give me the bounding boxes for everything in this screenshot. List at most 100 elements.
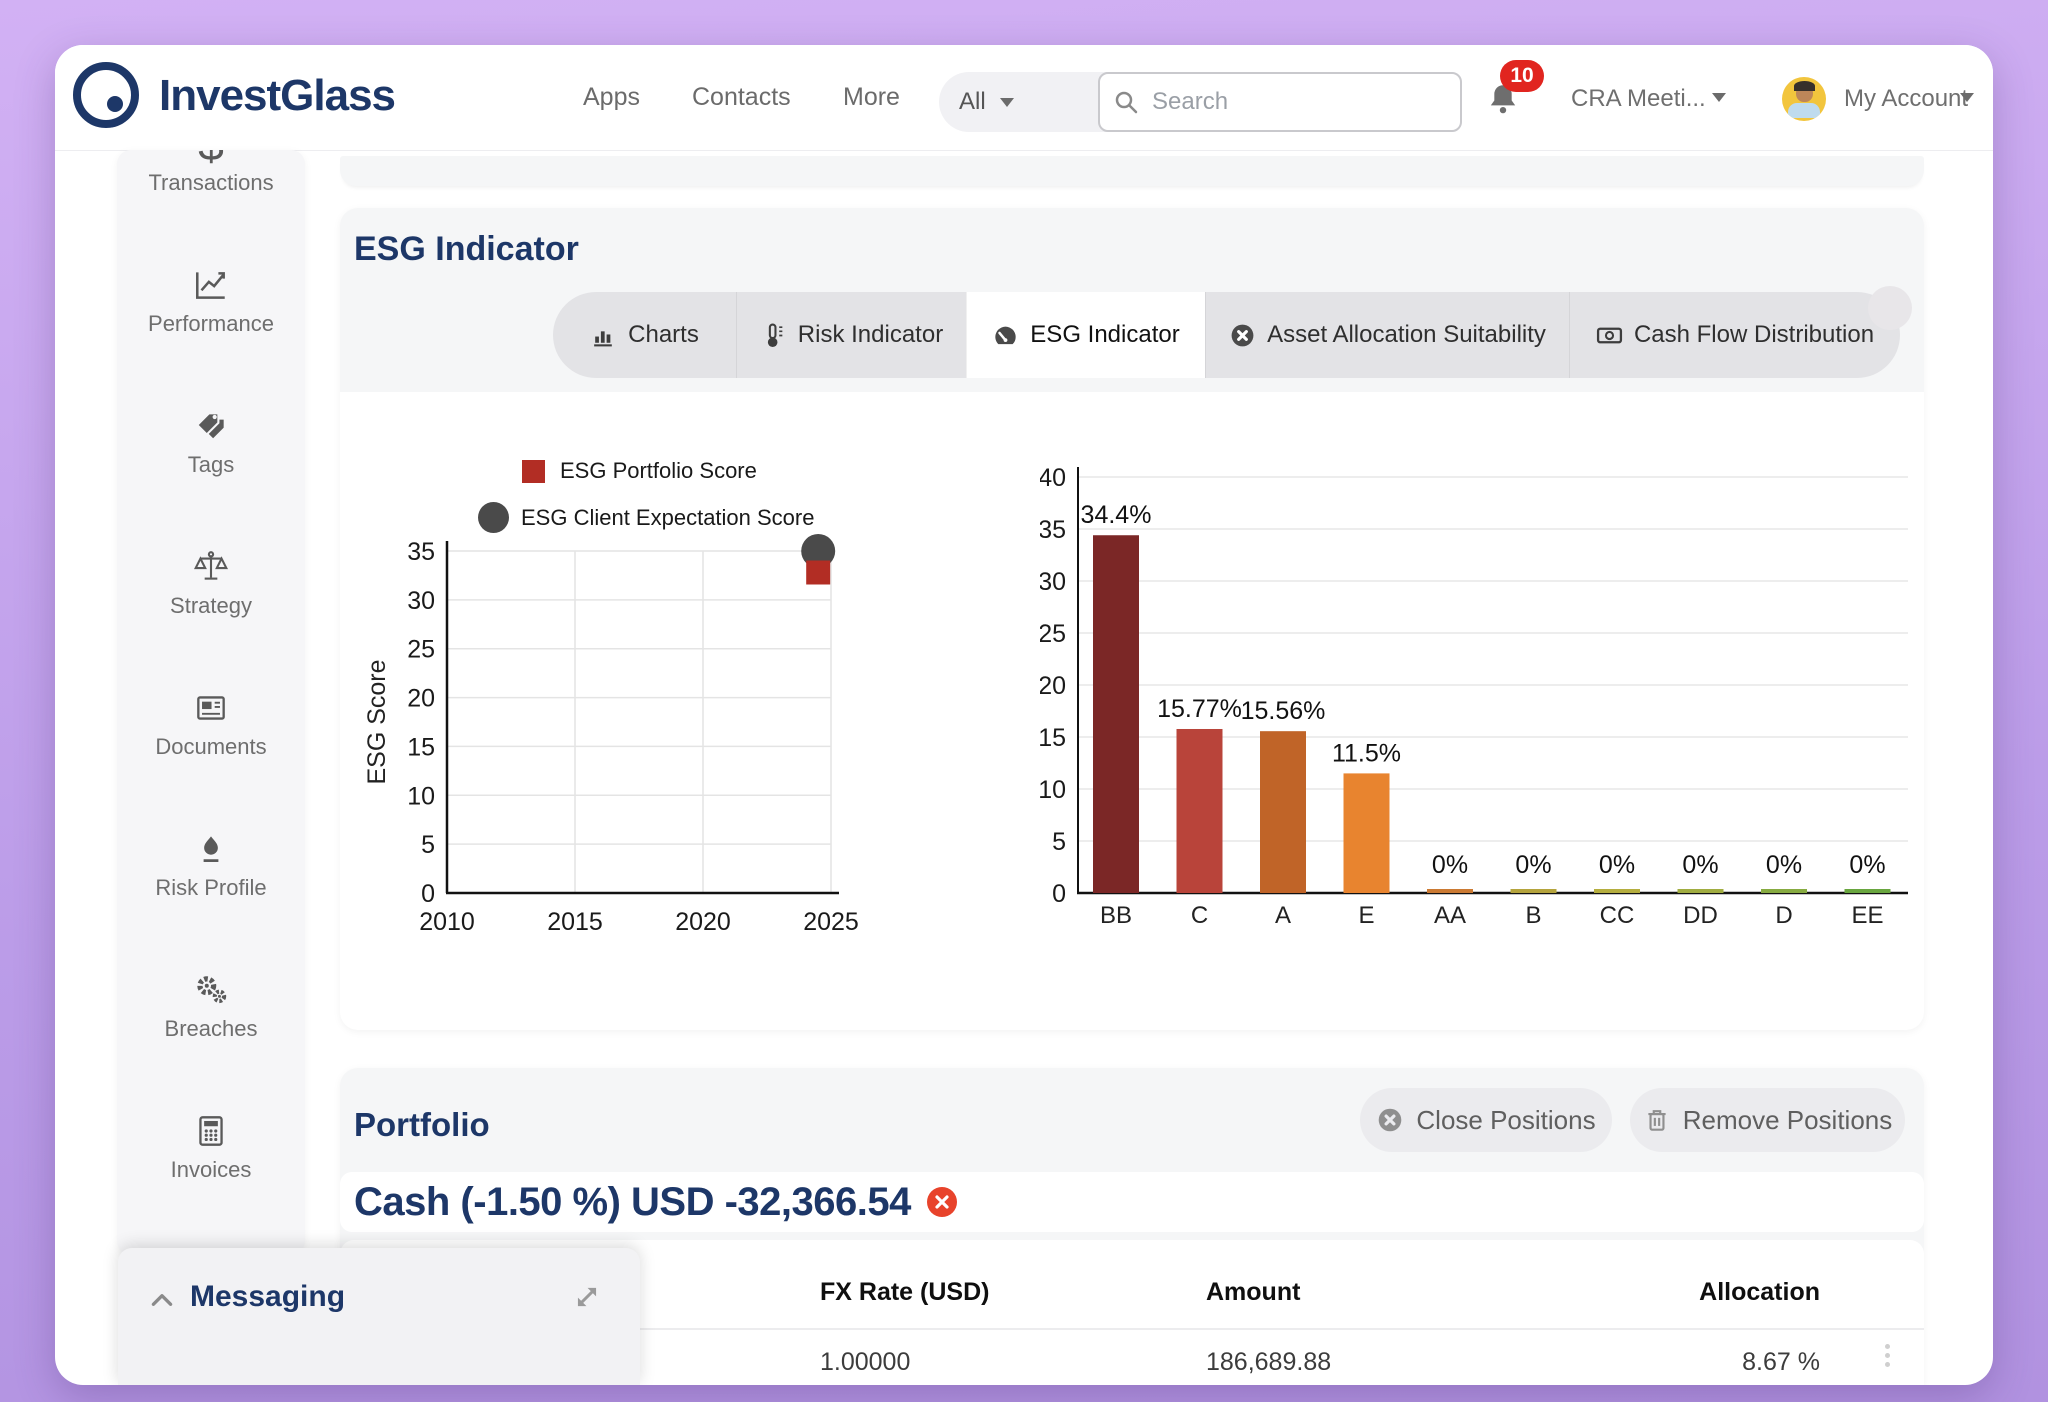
portfolio-title: Portfolio [354,1106,490,1143]
col-header-fx-rate: FX Rate (USD) [820,1278,990,1306]
cell-allocation: 8.67 % [1742,1348,1820,1376]
svg-text:35: 35 [407,538,435,566]
svg-text:20: 20 [1040,672,1066,700]
svg-text:11.5%: 11.5% [1332,739,1401,767]
search-scope-label: All [959,88,986,115]
svg-text:10: 10 [407,782,435,810]
svg-text:E: E [1358,902,1374,929]
tab-risk-indicator[interactable]: Risk Indicator [736,292,966,378]
svg-text:20: 20 [407,685,435,713]
app-window: InvestGlass Apps Contacts More All 10 CR… [55,45,1993,1385]
chart-tabs: Charts Risk Indicator ESG Indicator [553,292,1900,378]
svg-text:0%: 0% [1766,851,1802,879]
gauge-icon [995,326,1016,344]
banknote-icon [1596,327,1623,343]
messaging-panel: Messaging [118,1248,640,1385]
bar-CC [1594,889,1640,893]
cell-fx-rate: 1.00000 [820,1348,911,1376]
tab-asset-allocation-suitability[interactable]: Asset Allocation Suitability [1205,292,1569,378]
notification-count-badge[interactable]: 10 [1500,60,1544,92]
svg-text:35: 35 [1040,516,1066,544]
thermometer-icon [767,323,783,347]
svg-text:2015: 2015 [547,908,603,936]
bar-EE [1844,889,1891,893]
esg-indicator-section: ESG Indicator Charts Risk Indicator [340,208,1924,1030]
meeting-dropdown[interactable]: CRA Meeti... [1571,85,1706,112]
sidebar-item-performance[interactable]: Performance [117,264,305,337]
row-menu-icon[interactable] [1885,1344,1890,1367]
sidebar-item-tags[interactable]: Tags [117,405,305,478]
legend-item-client-expectation: ESG Client Expectation Score [478,502,814,533]
svg-text:15.77%: 15.77% [1157,695,1242,723]
svg-text:15: 15 [1040,724,1066,752]
svg-text:5: 5 [1052,828,1066,856]
cash-row-label: Cash (-1.50 %) USD -32,366.54 [354,1179,911,1224]
svg-text:5: 5 [421,831,435,859]
svg-text:C: C [1191,902,1208,929]
svg-text:0%: 0% [1599,851,1635,879]
svg-text:25: 25 [407,636,435,664]
tab-cash-flow-distribution[interactable]: Cash Flow Distribution [1569,292,1900,378]
svg-text:30: 30 [1040,568,1066,596]
chevron-down-icon[interactable] [1712,93,1726,102]
circle-x-icon [1231,324,1254,346]
sidebar-item-documents[interactable]: Documents [117,687,305,760]
close-positions-button[interactable]: Close Positions [1360,1088,1612,1152]
avatar[interactable] [1782,77,1826,121]
sidebar-item-transactions[interactable]: $ Transactions [117,150,305,196]
sidebar-item-invoices[interactable]: Invoices [117,1110,305,1183]
search-input[interactable] [1150,87,1424,117]
expand-icon[interactable] [570,1280,604,1314]
data-point-circle [801,534,836,568]
chevron-down-icon[interactable] [1960,93,1974,102]
svg-text:D: D [1775,902,1792,929]
svg-text:BB: BB [1100,902,1132,929]
svg-text:B: B [1525,902,1541,929]
sidebar: $ Transactions Performance Tags [117,150,305,1255]
investglass-logo-icon[interactable] [73,62,139,128]
bar-B [1510,889,1557,893]
calculator-icon [192,1110,230,1152]
logo-text[interactable]: InvestGlass [159,71,396,120]
sidebar-item-breaches[interactable]: Breaches [117,969,305,1042]
col-header-amount: Amount [1206,1278,1301,1306]
circle-x-icon [1379,1108,1402,1132]
floating-widget-button[interactable] [1868,286,1912,330]
search-box[interactable] [1098,72,1462,132]
legend-square-marker [522,459,545,483]
svg-text:0: 0 [421,880,435,908]
newspaper-icon [192,687,230,729]
line-chart-icon [192,264,230,306]
bar-BB [1093,535,1139,893]
navbar: InvestGlass Apps Contacts More All 10 CR… [55,45,1993,151]
my-account-dropdown[interactable]: My Account [1844,85,1969,112]
messaging-title: Messaging [190,1280,346,1313]
remove-positions-button[interactable]: Remove Positions [1630,1088,1905,1152]
sidebar-item-strategy[interactable]: Strategy [117,546,305,619]
svg-text:DD: DD [1683,902,1718,929]
nav-apps[interactable]: Apps [583,83,640,111]
nav-contacts[interactable]: Contacts [692,83,791,111]
svg-text:15.56%: 15.56% [1241,697,1326,725]
bar-E [1343,773,1390,893]
svg-text:2025: 2025 [803,908,859,936]
chevron-up-icon[interactable] [148,1286,176,1314]
tab-charts[interactable]: Charts [553,292,736,378]
nav-more[interactable]: More [843,83,900,111]
svg-text:2020: 2020 [675,908,731,936]
flame-icon [192,828,230,870]
sidebar-item-risk-profile[interactable]: Risk Profile [117,828,305,901]
svg-text:AA: AA [1434,902,1466,929]
chevron-down-icon [999,97,1014,107]
scatter-grid [447,550,832,893]
svg-text:CC: CC [1600,902,1635,929]
cell-amount: 186,689.88 [1206,1348,1332,1376]
svg-text:10: 10 [1040,776,1066,804]
remove-cash-icon[interactable] [926,1187,957,1217]
bar-A [1260,731,1306,893]
tags-icon [192,405,230,447]
bar-DD [1677,889,1724,893]
bar-C [1176,728,1223,893]
tab-esg-indicator[interactable]: ESG Indicator [966,292,1205,378]
section-title: ESG Indicator [354,230,579,268]
